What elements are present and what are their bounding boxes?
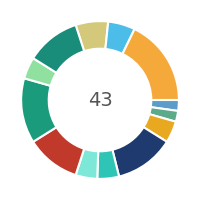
Wedge shape — [143, 114, 176, 142]
Wedge shape — [24, 58, 57, 86]
Wedge shape — [33, 127, 84, 175]
Wedge shape — [112, 127, 167, 177]
Wedge shape — [33, 25, 84, 73]
Wedge shape — [21, 78, 57, 142]
Text: 43: 43 — [88, 90, 112, 110]
Wedge shape — [151, 100, 179, 111]
Wedge shape — [122, 29, 179, 100]
Wedge shape — [76, 149, 98, 179]
Wedge shape — [105, 22, 135, 54]
Wedge shape — [76, 21, 108, 51]
Wedge shape — [97, 150, 119, 179]
Wedge shape — [149, 107, 178, 122]
